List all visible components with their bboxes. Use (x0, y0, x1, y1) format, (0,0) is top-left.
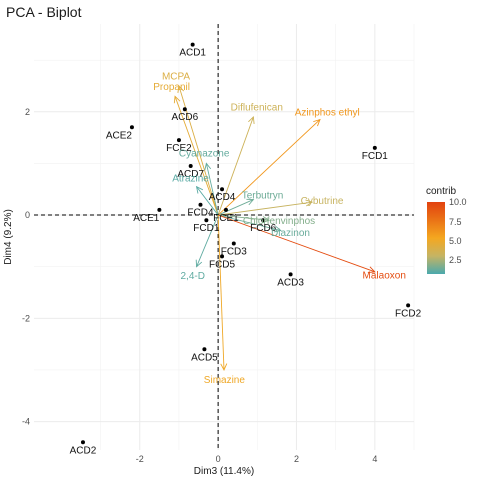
individual-point (231, 241, 236, 246)
variable-arrow (218, 201, 313, 216)
variable-arrow (205, 163, 219, 216)
variable-arrowhead (195, 185, 204, 194)
individual-label: ACE2 (106, 130, 133, 141)
variable-arrow (196, 214, 219, 267)
legend-tick: 7.5 (449, 217, 462, 227)
variable-label: Cyanazone (179, 149, 230, 160)
variable-arrow (174, 96, 219, 216)
individual-point (223, 207, 228, 212)
legend-title: contrib (426, 186, 457, 197)
individual-label: FCD5 (209, 259, 236, 270)
variable-label: Cybutrine (301, 196, 344, 207)
variable-arrowhead (313, 118, 321, 127)
variable-arrowhead (248, 115, 255, 124)
variable-arrow (217, 116, 254, 216)
variable-arrowhead (305, 199, 314, 207)
individual-label: ACD3 (277, 277, 304, 288)
variable-label: Azinphos ethyl (295, 108, 360, 119)
individual-label: FCD4 (187, 208, 214, 219)
variable-label: Simazine (204, 375, 246, 386)
y-tick-label: 2 (25, 107, 30, 117)
individual-label: FCE2 (166, 143, 192, 154)
individual-point (406, 303, 411, 308)
variable-arrow (196, 186, 219, 216)
individual-label: ACD1 (179, 48, 206, 59)
individual-label: ACD6 (171, 112, 198, 123)
individual-point (198, 202, 203, 207)
individual-point (80, 440, 85, 445)
individual-point (176, 138, 181, 143)
individual-point (190, 42, 195, 47)
individual-point (157, 207, 162, 212)
y-axis-label: Dim4 (9.2%) (3, 209, 14, 265)
variable-arrowhead (173, 95, 181, 104)
variable-label: Malaoxon (363, 270, 406, 281)
individual-label: FCE1 (213, 213, 239, 224)
variable-arrow (217, 199, 254, 216)
x-tick-label: 0 (216, 454, 221, 464)
variable-label: Diflufenican (231, 103, 283, 114)
variable-label: Atrazine (172, 174, 209, 185)
variable-label: Chlorfenvinphos (243, 216, 315, 227)
individual-label: ACE1 (133, 213, 160, 224)
chart-title: PCA - Biplot (6, 4, 82, 20)
individual-label: ACD7 (177, 169, 204, 180)
individual-point (261, 218, 266, 223)
variable-arrow (218, 214, 281, 231)
variable-arrowhead (273, 225, 282, 233)
variable-arrowhead (195, 259, 203, 268)
variable-arrow (217, 215, 225, 370)
individual-label: ACD2 (70, 445, 97, 456)
variable-label: MCPA (162, 71, 190, 82)
variable-arrow (218, 214, 270, 221)
individual-point (204, 218, 209, 223)
variable-arrowhead (262, 216, 271, 224)
individual-label: ACD5 (191, 352, 218, 363)
individual-label: FCD1 (362, 151, 389, 162)
plot-panel (34, 24, 414, 450)
individual-label: FCD3 (221, 246, 248, 257)
individual-point (220, 254, 225, 259)
legend-tick: 10.0 (449, 197, 467, 207)
variable-arrow (217, 214, 375, 273)
variable-label: Terbutryn (242, 191, 284, 202)
x-tick-label: 2 (294, 454, 299, 464)
y-tick-label: -4 (22, 417, 30, 427)
variable-arrowhead (246, 198, 255, 206)
individual-label: FCD1 (193, 223, 220, 234)
variable-label: Propanil (153, 82, 190, 93)
individual-point (129, 125, 134, 130)
variable-arrowhead (177, 84, 185, 93)
individual-point (188, 164, 193, 168)
legend-tick: 2.5 (449, 255, 462, 265)
individual-label: ACD4 (209, 192, 236, 203)
variable-arrowhead (204, 162, 212, 171)
y-tick-label: -2 (22, 313, 30, 323)
x-axis-label: Dim3 (11.4%) (194, 466, 254, 477)
y-tick-label: 0 (25, 210, 30, 220)
legend-tick: 5.0 (449, 236, 462, 246)
variable-label: Diazinon (271, 228, 310, 239)
individual-label: FCD6 (250, 223, 277, 234)
variable-arrow (217, 119, 321, 216)
individual-point (202, 347, 207, 352)
individual-point (288, 272, 293, 277)
legend-colorbar (427, 202, 445, 274)
x-tick-label: -2 (136, 454, 144, 464)
individual-point (220, 187, 225, 192)
x-tick-label: 4 (372, 454, 377, 464)
variable-label: 2,4-D (180, 271, 204, 282)
individual-label: FCD2 (395, 308, 422, 319)
individual-point (372, 145, 377, 150)
variable-arrowhead (220, 363, 228, 371)
variable-arrowhead (367, 266, 376, 274)
individual-point (182, 107, 187, 112)
